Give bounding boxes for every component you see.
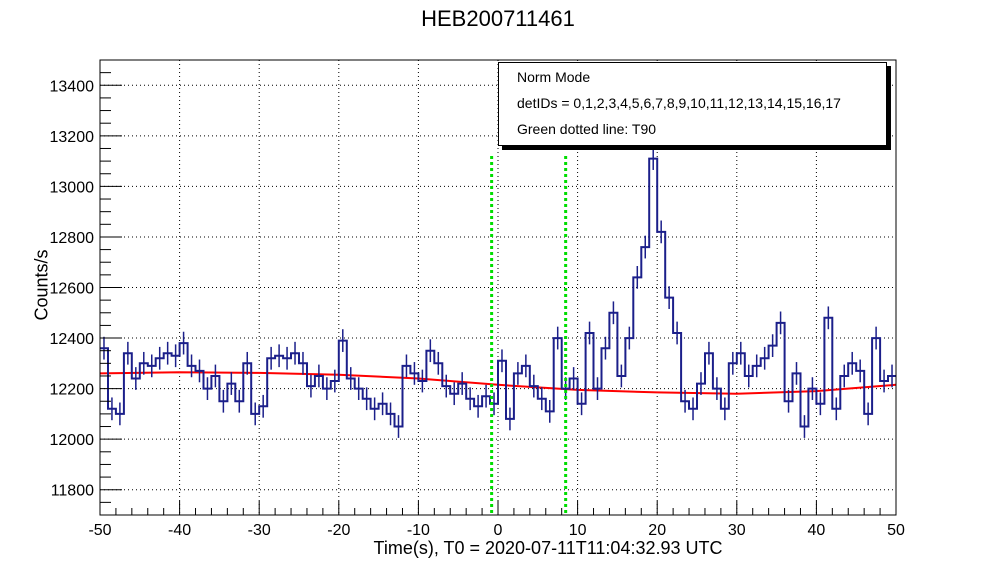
x-axis-label: Time(s), T0 = 2020-07-11T11:04:32.93 UTC bbox=[373, 538, 723, 558]
x-tick-label: -50 bbox=[88, 522, 111, 539]
y-tick-label: 12800 bbox=[50, 230, 95, 247]
histogram-layer bbox=[100, 147, 896, 438]
legend-line-detids: detIDs = 0,1,2,3,4,5,6,7,8,9,10,11,12,13… bbox=[517, 95, 841, 111]
y-tick-label: 13200 bbox=[50, 129, 95, 146]
y-tick-label: 12400 bbox=[50, 331, 95, 348]
y-tick-label: 12600 bbox=[50, 281, 95, 298]
tick-labels: -50 -40 -30 -20 -10 0 10 20 30 40 50 11800 12000 1220… bbox=[50, 78, 906, 539]
y-tick-label: 13000 bbox=[50, 179, 95, 196]
x-tick-label: 30 bbox=[728, 522, 746, 539]
y-tick-label: 12200 bbox=[50, 382, 95, 399]
legend: Norm Mode detIDs = 0,1,2,3,4,5,6,7,8,9,1… bbox=[498, 62, 887, 146]
x-tick-label: -10 bbox=[407, 522, 430, 539]
x-tick-label: -30 bbox=[248, 522, 271, 539]
axis-ticks bbox=[99, 59, 897, 516]
legend-line-mode: Norm Mode bbox=[517, 69, 591, 85]
y-tick-label: 12000 bbox=[50, 432, 95, 449]
x-tick-label: -20 bbox=[327, 522, 350, 539]
x-tick-label: 10 bbox=[569, 522, 587, 539]
chart-title: HEB200711461 bbox=[421, 6, 575, 31]
x-tick-label: 40 bbox=[808, 522, 826, 539]
y-tick-label: 11800 bbox=[51, 483, 94, 500]
x-tick-label: 20 bbox=[648, 522, 666, 539]
t90-lines bbox=[490, 156, 568, 515]
histogram-line bbox=[100, 157, 896, 428]
legend-line-t90: Green dotted line: T90 bbox=[517, 121, 657, 137]
x-tick-label: 50 bbox=[887, 522, 905, 539]
y-axis-label: Counts/s bbox=[31, 249, 52, 321]
y-tick-label: 13400 bbox=[50, 78, 95, 95]
grid bbox=[100, 60, 896, 515]
x-tick-label: -40 bbox=[168, 522, 191, 539]
x-tick-label: 0 bbox=[494, 522, 503, 539]
